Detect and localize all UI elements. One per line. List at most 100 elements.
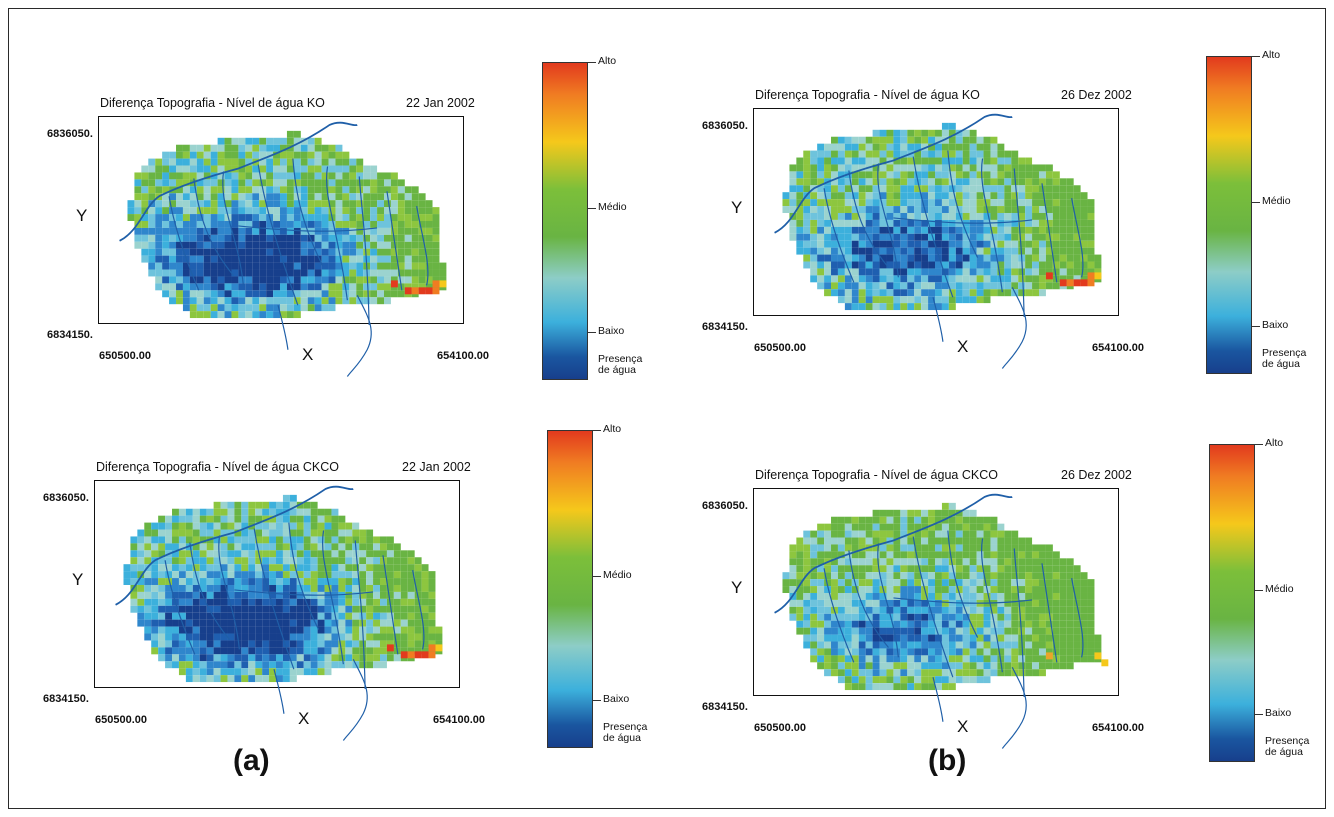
tick-high [588,62,596,63]
river-line [342,659,368,741]
x-right-tick-label: 654100.00 [1092,342,1144,354]
river-line [189,542,230,640]
river-line [1071,578,1084,658]
raster-cells [127,130,447,319]
x-left-tick-label: 650500.00 [99,350,151,362]
map-panel-ko-jan: Diferença Topografia - Nível de água KO … [47,96,489,406]
river-line [346,295,372,377]
x-right-tick-label: 654100.00 [437,350,489,362]
river-line [382,555,399,655]
river-line [893,217,1033,224]
river-line [932,677,944,722]
legend-label-low: Baixo [1265,707,1292,719]
tick-low [1255,714,1263,715]
raster-map [774,493,1109,749]
raster-map [119,121,447,377]
y-top-tick-label: 6836050. [702,500,748,512]
map-title: Diferença Topografia - Nível de água CKC… [755,468,998,482]
tick-high [593,430,601,431]
river-line [1071,198,1084,278]
river-line [234,589,374,596]
river-line [292,158,324,266]
river-line [1013,168,1025,317]
map-date: 22 Jan 2002 [406,96,475,110]
y-top-tick-label: 6836050. [43,492,89,504]
river-line [932,297,944,342]
legend-label-water-1: Presença [603,721,648,733]
river-line [912,156,954,298]
river-line [823,188,855,283]
legend-label-high: Alto [598,55,617,67]
legend-label-low: Baixo [598,325,625,337]
legend-label-mid: Médio [1265,583,1294,595]
color-legend-top-right: Alto Médio Baixo Presença de água [1202,50,1334,380]
legend-label-water-1: Presença [1262,347,1307,359]
x-axis-label: X [298,709,310,728]
river-line [877,163,899,278]
y-top-tick-label: 6836050. [702,120,748,132]
tick-low [1252,326,1260,327]
color-legend-top-left: Alto Médio Baixo Presença de água [538,56,678,386]
river-line [416,206,429,286]
map-area: 6836050. 6834150. 650500.00 654100.00 X [702,108,1144,369]
river-line [358,176,370,325]
map-area: 6836050. 6834150. 650500.00 654100.00 X [47,116,489,377]
raster-cells [782,502,1109,691]
river-line [193,178,234,276]
y-bottom-tick-label: 6834150. [47,329,93,341]
river-line [893,597,1033,604]
x-axis-label: X [957,717,969,736]
river-line [322,530,344,665]
river-line [1001,287,1027,369]
x-axis-label: X [302,345,314,364]
tick-mid [593,576,601,577]
x-right-tick-label: 654100.00 [1092,722,1144,734]
tick-mid [1252,202,1260,203]
river-line [1041,563,1058,663]
legend-label-high: Alto [1265,437,1284,449]
river-line [273,669,285,714]
legend-label-water-2: de água [603,732,641,744]
river-line [981,158,1003,293]
legend-label-low: Baixo [1262,319,1289,331]
river-line [386,191,403,291]
tick-low [593,700,601,701]
legend-label-high: Alto [1262,49,1281,61]
column-label-b: (b) [928,744,967,777]
color-legend-bottom-left: Alto Médio Baixo Presença de água [543,424,683,754]
legend-label-water-1: Presença [1265,735,1310,747]
color-scale-bar [542,62,588,380]
x-right-tick-label: 654100.00 [433,714,485,726]
y-axis-label: Y [76,206,88,225]
river-line [981,538,1003,673]
river-line [257,164,299,306]
y-axis-label: Y [731,198,743,217]
x-left-tick-label: 650500.00 [754,342,806,354]
river-line [277,305,289,350]
legend-label-high: Alto [603,423,622,435]
x-left-tick-label: 650500.00 [95,714,147,726]
river-line [168,196,200,291]
map-panel-ko-dez: Diferença Topografia - Nível de água KO … [702,88,1144,398]
x-left-tick-label: 650500.00 [754,722,806,734]
y-top-tick-label: 6836050. [47,128,93,140]
river-line [164,560,196,655]
map-date: 26 Dez 2002 [1061,468,1132,482]
map-date: 26 Dez 2002 [1061,88,1132,102]
river-line [1013,548,1025,697]
raster-map [115,485,443,741]
x-axis-label: X [957,337,969,356]
y-bottom-tick-label: 6834150. [702,321,748,333]
river-line [947,150,979,258]
map-title: Diferença Topografia - Nível de água CKC… [96,460,339,474]
river-line [253,528,295,670]
river-line [238,225,378,232]
river-line [848,550,889,648]
river-line [1041,183,1058,283]
legend-label-low: Baixo [603,693,630,705]
river-line [115,485,354,606]
column-label-a: (a) [233,744,270,777]
map-panel-ckco-dez: Diferença Topografia - Nível de água CKC… [702,468,1144,778]
y-axis-label: Y [72,570,84,589]
river-line [877,543,899,658]
